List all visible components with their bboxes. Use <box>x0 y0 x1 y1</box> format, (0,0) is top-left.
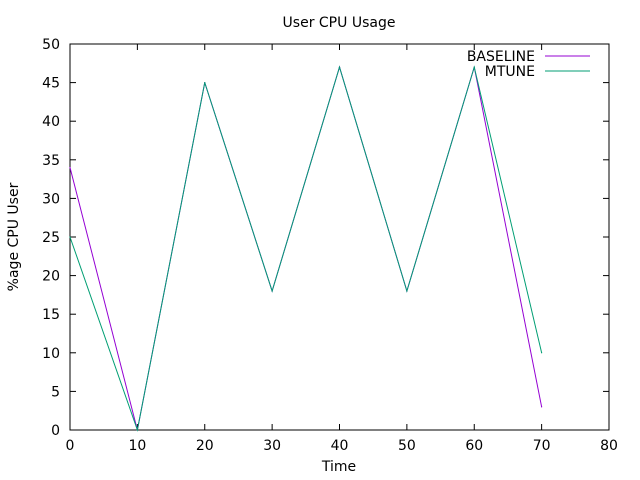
y-tick-label: 30 <box>42 191 60 207</box>
y-tick-label: 25 <box>42 230 60 246</box>
y-tick-label: 35 <box>42 153 60 169</box>
x-tick-label: 50 <box>398 438 416 454</box>
series-point-mtune <box>406 290 408 292</box>
y-tick-label: 40 <box>42 114 60 130</box>
y-tick-label: 50 <box>42 37 60 53</box>
x-tick-label: 70 <box>533 438 551 454</box>
x-tick-label: 80 <box>600 438 618 454</box>
x-tick-label: 40 <box>331 438 349 454</box>
series-point-mtune <box>69 236 71 238</box>
y-tick-label: 5 <box>51 384 60 400</box>
axes: 0 10 20 30 40 50 60 70 80 0 5 10 15 20 25 30 35 40 45 50 <box>42 37 618 454</box>
y-tick-label: 45 <box>42 76 60 92</box>
x-tick-label: 30 <box>263 438 281 454</box>
series-point-mtune <box>338 66 341 68</box>
legend-label: MTUNE <box>485 64 535 80</box>
series-point-mtune <box>541 352 543 354</box>
series-point-baseline <box>69 166 71 169</box>
y-tick-label: 20 <box>42 269 60 285</box>
chart-title: User CPU Usage <box>283 15 396 31</box>
series-point-baseline <box>541 406 543 408</box>
x-axis-label: Time <box>321 459 356 475</box>
x-tick-label: 20 <box>196 438 214 454</box>
series-point-mtune <box>204 82 206 84</box>
y-tick-label: 15 <box>42 307 60 323</box>
series-point-mtune <box>136 429 138 431</box>
series-line-baseline <box>69 65 543 431</box>
series-layer <box>69 65 543 432</box>
series-line-mtune <box>69 65 543 432</box>
y-tick-label: 10 <box>42 346 60 362</box>
y-tick-label: 0 <box>51 423 60 439</box>
legend-label: BASELINE <box>467 49 535 65</box>
x-tick-label: 60 <box>465 438 483 454</box>
plot-border <box>69 43 610 431</box>
x-tick-label: 10 <box>128 438 146 454</box>
y-axis-label: %age CPU User <box>6 182 22 291</box>
series-point-mtune <box>271 290 273 292</box>
x-tick-label: 0 <box>66 438 75 454</box>
series-point-mtune <box>473 66 475 68</box>
